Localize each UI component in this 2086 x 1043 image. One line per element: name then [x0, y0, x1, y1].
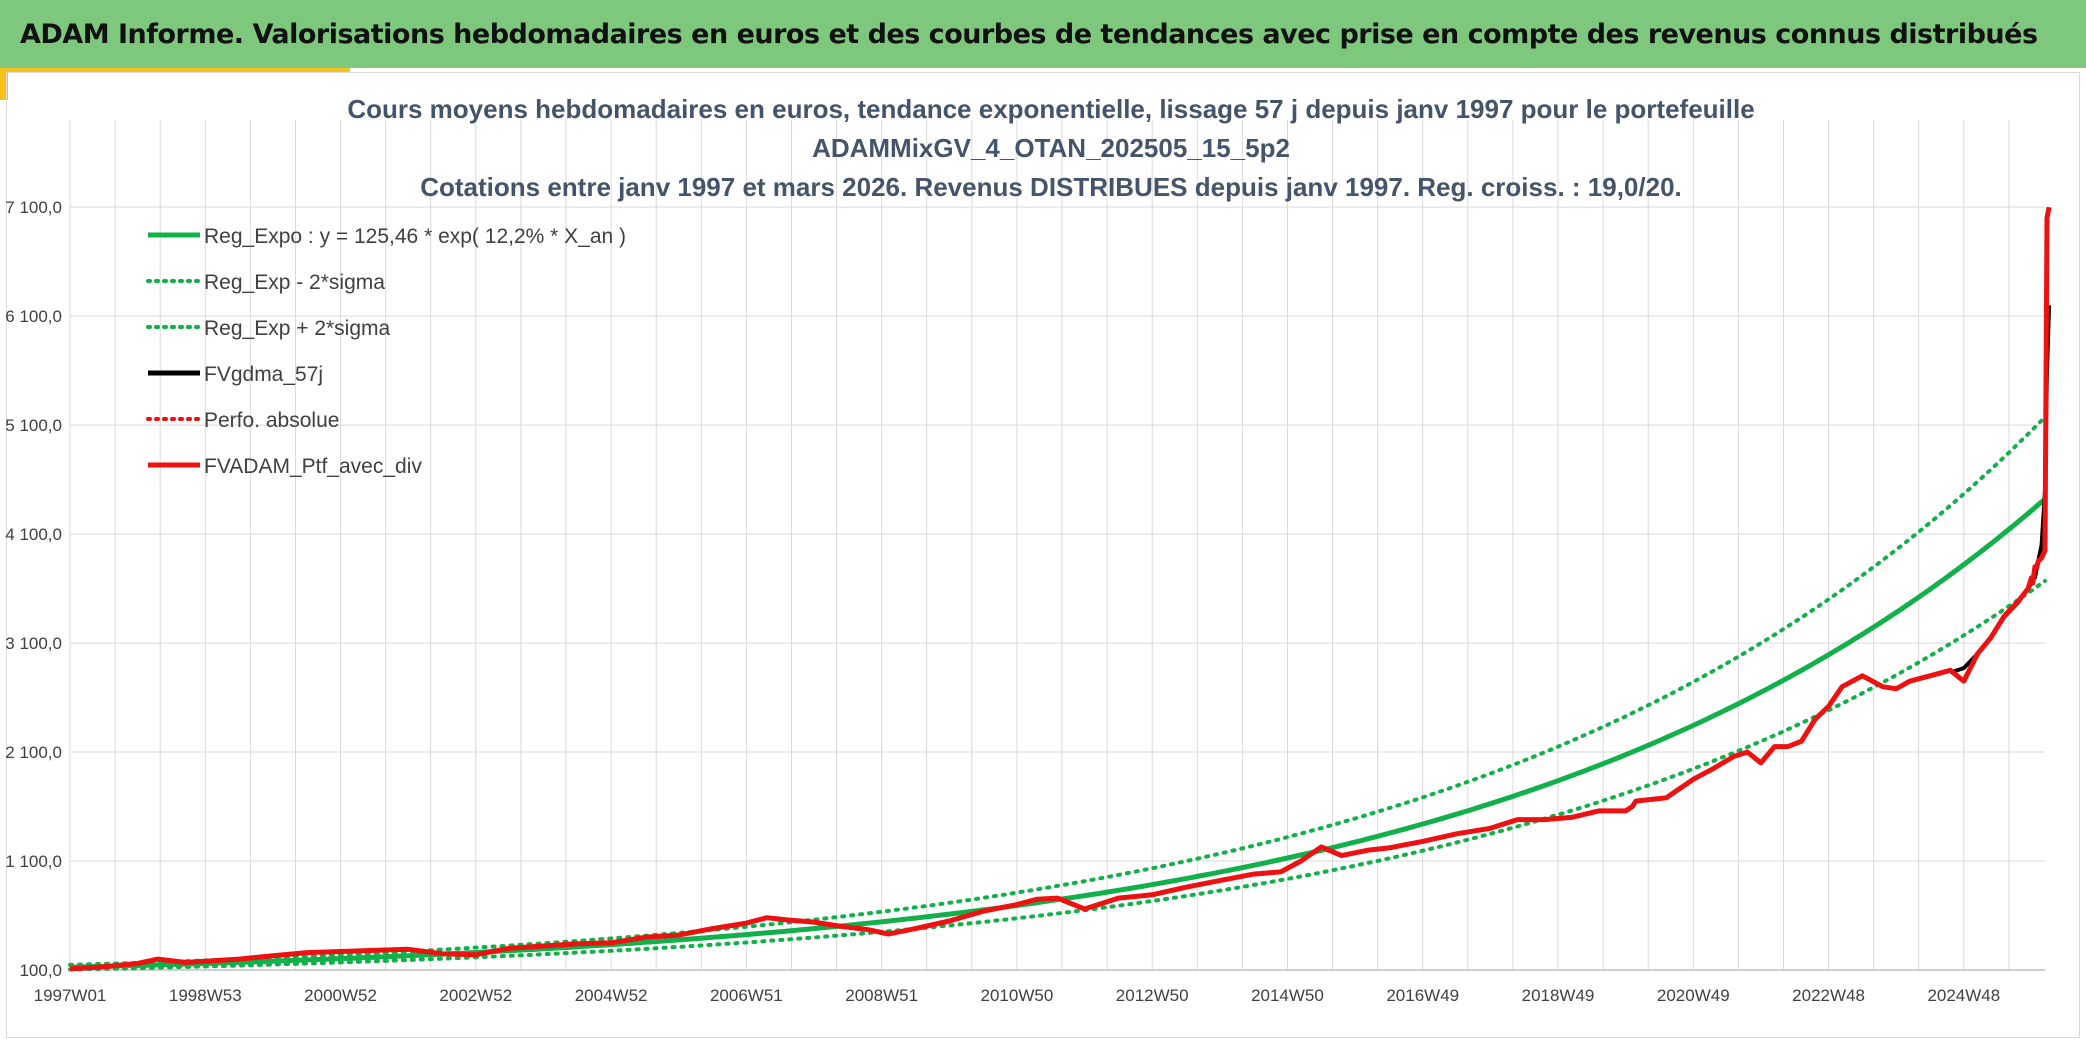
y-tick-label: 4 100,0	[5, 525, 62, 544]
chart-frame	[6, 72, 2080, 1038]
series-fvgdma-57j	[1949, 305, 2052, 675]
x-tick-label: 2008W51	[845, 986, 918, 1005]
legend-label: Reg_Expo : y = 125,46 * exp( 12,2% * X_a…	[204, 225, 626, 248]
legend-label: Reg_Exp + 2*sigma	[204, 317, 391, 340]
y-tick-label: 6 100,0	[5, 307, 62, 326]
y-axis: 100,0 1 100,0 2 100,0 3 100,0 4 100,0 5 100,0…	[5, 198, 62, 980]
x-tick-label: 1997W01	[34, 986, 107, 1005]
y-tick-label: 2 100,0	[5, 743, 62, 762]
y-tick-label: 100,0	[19, 961, 62, 980]
x-tick-label: 2024W48	[1927, 986, 2000, 1005]
x-tick-label: 2016W49	[1386, 986, 1459, 1005]
x-tick-label: 1998W53	[169, 986, 242, 1005]
chart-title-line-2: ADAMMixGV_4_OTAN_202505_15_5p2	[812, 133, 1290, 163]
y-tick-label: 3 100,0	[5, 634, 62, 653]
x-tick-label: 2022W48	[1792, 986, 1865, 1005]
series-reg-plus-2sigma	[68, 415, 2047, 967]
chart-title: Cours moyens hebdomadaires en euros, ten…	[347, 94, 1754, 202]
x-axis: 1997W01 1998W53 2000W52 2002W52 2004W52 2006W…	[34, 969, 2045, 1005]
legend-label: Perfo. absolue	[204, 409, 339, 432]
legend-label: Reg_Exp - 2*sigma	[204, 271, 385, 294]
y-tick-label: 7 100,0	[5, 198, 62, 217]
x-tick-label: 2006W51	[710, 986, 783, 1005]
x-tick-label: 2004W52	[575, 986, 648, 1005]
x-tick-label: 2002W52	[439, 986, 512, 1005]
x-tick-label: 2018W49	[1522, 986, 1595, 1005]
series-fvadam-ptf-avec-div	[69, 206, 2052, 972]
x-tick-label: 2014W50	[1251, 986, 1324, 1005]
y-tick-label: 5 100,0	[5, 416, 62, 435]
accent-bar-left	[0, 68, 8, 100]
chart-title-line-3: Cotations entre janv 1997 et mars 2026. …	[420, 172, 1682, 202]
series-reg-minus-2sigma	[68, 578, 2047, 972]
header-banner: ADAM Informe. Valorisations hebdomadaire…	[0, 0, 2086, 68]
x-tick-label: 2020W49	[1657, 986, 1730, 1005]
accent-bar-top	[0, 68, 350, 73]
legend: Reg_Expo : y = 125,46 * exp( 12,2% * X_a…	[146, 225, 626, 478]
page-title: ADAM Informe. Valorisations hebdomadaire…	[20, 18, 2038, 50]
legend-label: FVgdma_57j	[204, 363, 323, 386]
series-group	[68, 206, 2052, 972]
x-tick-label: 2010W50	[981, 986, 1054, 1005]
legend-label: FVADAM_Ptf_avec_div	[204, 455, 422, 478]
y-tick-label: 1 100,0	[5, 852, 62, 871]
chart-title-line-1: Cours moyens hebdomadaires en euros, ten…	[347, 94, 1754, 124]
x-tick-label: 2000W52	[304, 986, 377, 1005]
grid	[69, 120, 2045, 971]
x-tick-label: 2012W50	[1116, 986, 1189, 1005]
